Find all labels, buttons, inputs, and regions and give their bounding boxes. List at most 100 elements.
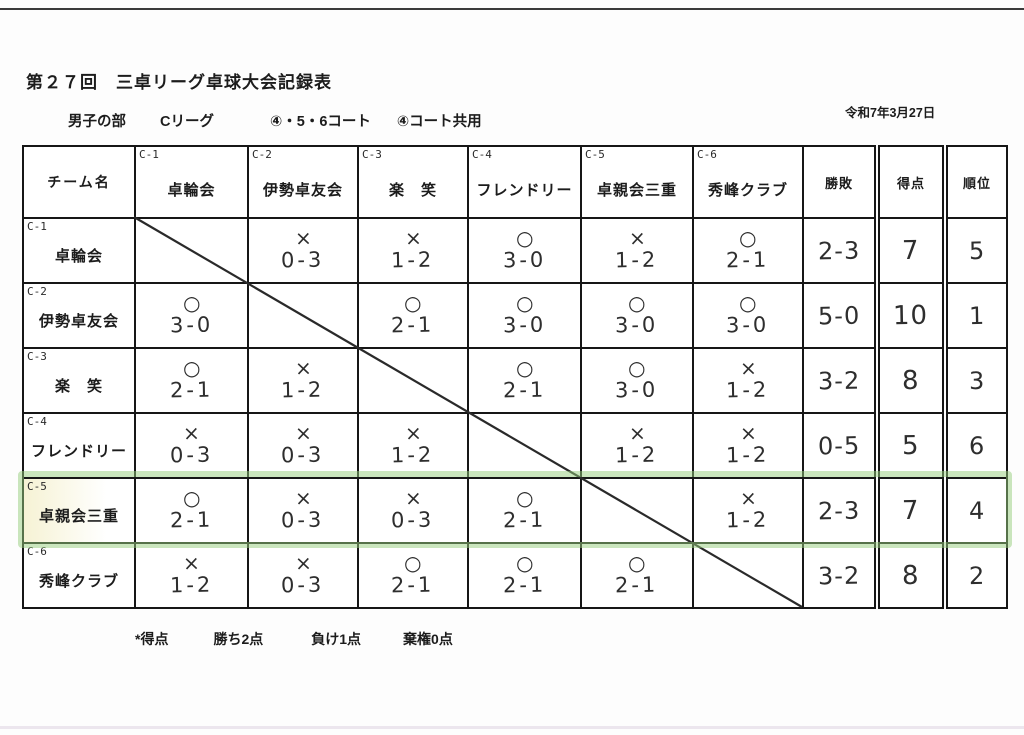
win-loss-mark: × <box>739 356 757 381</box>
footnote-label: *得点 <box>135 631 169 647</box>
win-loss-mark: ○ <box>515 291 534 316</box>
row-label-c6: C-6 秀峰クラブ <box>24 542 134 607</box>
win-loss-header: 勝敗 <box>824 175 853 191</box>
match-score: 3-0 <box>615 313 659 338</box>
rank-value: 3 <box>948 347 1006 412</box>
points-value: 7 <box>880 477 942 542</box>
row-team-name: フレンドリー <box>30 443 127 460</box>
self-match-cell <box>357 347 467 412</box>
match-score: 2-1 <box>169 508 214 533</box>
match-score: 0-3 <box>281 573 325 598</box>
match-grid: チーム名 C-1 卓輪会 C-2 伊勢卓友会 C-3 楽 笑 C-4 フレンドリ… <box>22 145 804 609</box>
team-name-header: チーム名 <box>47 174 111 190</box>
win-loss-mark: ○ <box>403 551 423 576</box>
column-header-c3: C-3 楽 笑 <box>357 147 467 217</box>
rank-value: 5 <box>948 217 1006 282</box>
team-name-header-cell: チーム名 <box>24 147 134 217</box>
win-loss-mark: × <box>404 226 422 251</box>
match-result-cell: × 0-3 <box>134 412 247 477</box>
row-team-name: 秀峰クラブ <box>38 573 119 590</box>
scan-edge-line-bottom <box>0 726 1024 729</box>
tournament-meta: 男子の部 Cリーグ ④・5・6コート ④コート共用 <box>68 110 482 131</box>
column-team-name: 楽 笑 <box>388 181 437 199</box>
match-score: 3-0 <box>615 378 659 403</box>
row-label-c1: C-1 卓輪会 <box>24 217 134 282</box>
points-value: 7 <box>880 217 942 282</box>
match-score: 2-1 <box>502 508 547 533</box>
scoring-footnote: *得点 勝ち2点 負け1点 棄権0点 <box>135 629 453 649</box>
court-code: C-3 <box>27 350 47 363</box>
division-label: 男子の部 <box>68 114 126 130</box>
footnote-win-points: 勝ち2点 <box>213 631 264 647</box>
match-score: 0-3 <box>391 508 435 533</box>
match-score: 1-2 <box>615 248 659 273</box>
court-code: C-4 <box>472 148 492 161</box>
self-match-cell <box>580 477 692 542</box>
court-code: C-6 <box>27 545 47 558</box>
match-result-cell: × 1-2 <box>357 217 467 282</box>
points-value: 10 <box>880 282 942 347</box>
column-header-c4: C-4 フレンドリー <box>467 147 580 217</box>
win-loss-mark: ○ <box>738 226 758 251</box>
match-score: 1-2 <box>391 443 435 468</box>
match-score: 1-2 <box>615 443 659 468</box>
page-title: 第２７回 三卓リーグ卓球大会記録表 <box>26 73 332 92</box>
win-loss-mark: × <box>404 486 422 511</box>
match-result-cell: × 1-2 <box>357 412 467 477</box>
column-team-name: 秀峰クラブ <box>707 181 788 199</box>
match-result-cell: × 0-3 <box>247 412 357 477</box>
record-date: 令和7年3月27日 <box>845 106 936 120</box>
win-loss-mark: ○ <box>515 486 534 511</box>
win-loss-mark: ○ <box>515 226 534 251</box>
win-loss-mark: × <box>182 421 201 446</box>
match-score: 2-1 <box>502 378 547 403</box>
match-score: 0-3 <box>169 443 214 468</box>
match-result-cell: ○ 2-1 <box>692 217 802 282</box>
row-label-c3: C-3 楽 笑 <box>24 347 134 412</box>
match-score: 3-0 <box>502 248 547 273</box>
column-team-name: 卓親会三重 <box>596 181 677 199</box>
win-loss-mark: ○ <box>627 551 647 576</box>
rank-column: 順位 5 1 3 6 4 2 <box>946 145 1008 609</box>
league-label: Cリーグ <box>160 114 214 130</box>
court-code: C-6 <box>697 148 717 161</box>
win-loss-mark: × <box>294 551 312 576</box>
column-team-name: 卓輪会 <box>167 181 216 199</box>
win-loss-mark: ○ <box>627 356 647 381</box>
rank-value: 2 <box>948 542 1006 607</box>
match-score: 3-0 <box>502 313 547 338</box>
column-team-name: 伊勢卓友会 <box>262 181 343 199</box>
points-value: 8 <box>880 347 942 412</box>
match-score: 2-1 <box>502 573 547 598</box>
footnote-loss-points: 負け1点 <box>311 631 362 647</box>
self-match-cell <box>467 412 580 477</box>
match-result-cell: × 1-2 <box>692 477 802 542</box>
win-loss-mark: × <box>739 421 757 446</box>
court-code: C-2 <box>252 148 272 161</box>
win-loss-mark: × <box>294 486 312 511</box>
match-result-cell: ○ 2-1 <box>467 477 580 542</box>
win-loss-value: 0-5 <box>804 412 874 477</box>
match-result-cell: ○ 3-0 <box>467 282 580 347</box>
match-score: 2-1 <box>726 248 770 273</box>
win-loss-mark: × <box>182 551 201 576</box>
court-code: C-2 <box>27 285 47 298</box>
column-team-name: フレンドリー <box>476 181 573 199</box>
match-score: 3-0 <box>169 313 214 338</box>
win-loss-mark: ○ <box>515 356 534 381</box>
column-header-c2: C-2 伊勢卓友会 <box>247 147 357 217</box>
match-result-cell: ○ 2-1 <box>357 542 467 607</box>
column-header-c6: C-6 秀峰クラブ <box>692 147 802 217</box>
win-loss-mark: ○ <box>738 291 758 316</box>
match-score: 1-2 <box>726 443 770 468</box>
match-result-cell: ○ 2-1 <box>134 347 247 412</box>
match-result-cell: ○ 2-1 <box>467 542 580 607</box>
match-result-cell: ○ 2-1 <box>134 477 247 542</box>
match-result-cell: × 1-2 <box>692 347 802 412</box>
scan-edge-line-top <box>0 8 1024 10</box>
footnote-forfeit-points: 棄権0点 <box>403 631 453 647</box>
match-result-cell: × 0-3 <box>247 542 357 607</box>
match-result-cell: × 1-2 <box>580 412 692 477</box>
self-match-cell <box>247 282 357 347</box>
match-score: 2-1 <box>391 313 435 338</box>
